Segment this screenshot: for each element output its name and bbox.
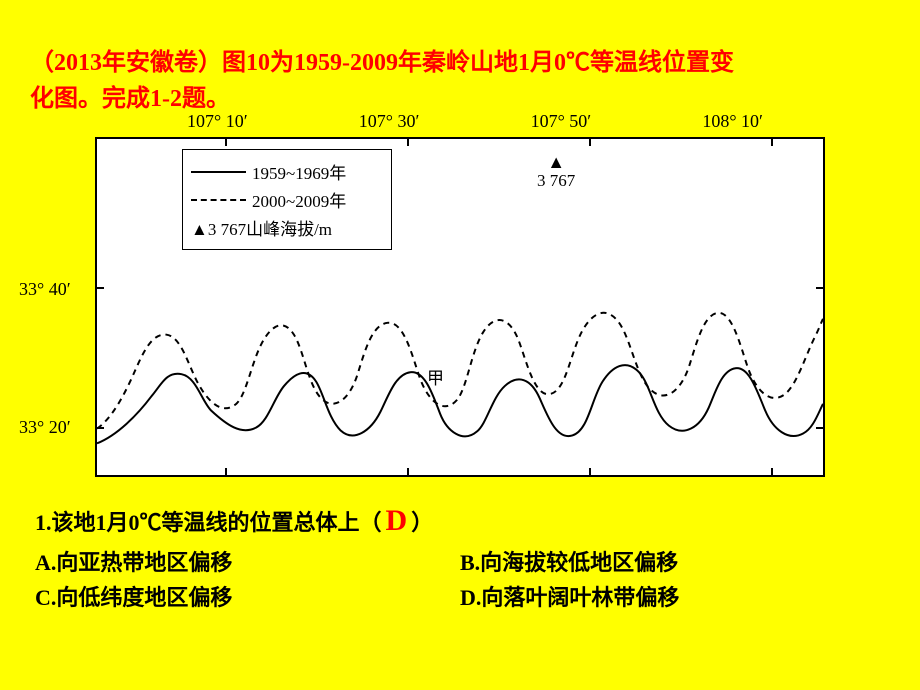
lon-label: 108° 10′ <box>702 111 763 132</box>
question-stem: 1.该地1月0℃等温线的位置总体上（ D ） <box>35 497 885 545</box>
question-context: （2013年安徽卷）图10为1959-2009年秦岭山地1月0℃等温线位置变 化… <box>0 0 920 127</box>
dashed-isotherm <box>97 313 823 429</box>
lon-label: 107° 30′ <box>359 111 420 132</box>
lat-label: 33° 40′ <box>19 279 71 300</box>
longitude-labels: 107° 10′ 107° 30′ 107° 50′ 108° 10′ <box>97 111 823 132</box>
option-d: D.向落叶阔叶林带偏移 <box>460 580 885 615</box>
question-block: 1.该地1月0℃等温线的位置总体上（ D ） A.向亚热带地区偏移 B.向海拔较… <box>0 477 920 615</box>
lon-label: 107° 50′ <box>531 111 592 132</box>
point-label-jia: 甲 <box>427 364 444 389</box>
lon-label: 107° 10′ <box>187 111 248 132</box>
options-grid: A.向亚热带地区偏移 B.向海拔较低地区偏移 C.向低纬度地区偏移 D.向落叶阔… <box>35 545 885 615</box>
title-line1: （2013年安徽卷）图10为1959-2009年秦岭山地1月0℃等温线位置变 <box>30 50 734 76</box>
title-line2: 化图。完成1-2题。 <box>30 86 230 112</box>
option-b: B.向海拔较低地区偏移 <box>460 545 885 580</box>
answer-letter: D <box>386 497 408 545</box>
map-figure: 107° 10′ 107° 30′ 107° 50′ 108° 10′ 33° … <box>95 137 825 477</box>
option-a: A.向亚热带地区偏移 <box>35 545 460 580</box>
stem-text: 1.该地1月0℃等温线的位置总体上（ <box>35 505 382 540</box>
isotherm-lines <box>97 139 823 475</box>
solid-isotherm <box>97 365 823 443</box>
option-c: C.向低纬度地区偏移 <box>35 580 460 615</box>
lat-label: 33° 20′ <box>19 417 71 438</box>
stem-end: ） <box>411 505 433 540</box>
